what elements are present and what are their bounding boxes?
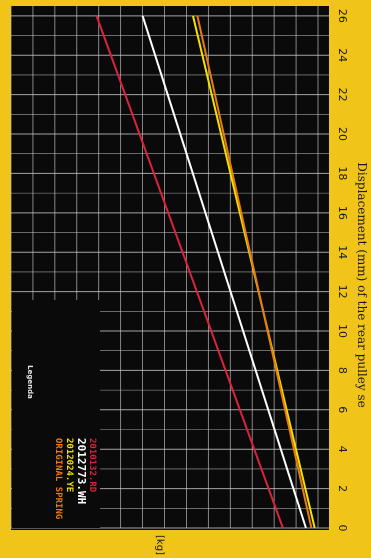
series-lines xyxy=(95,15,316,529)
legend-entry-2012773-wh: 2012773.WH xyxy=(75,438,88,504)
series-line-2010132-rd xyxy=(95,15,284,529)
legend-entry-2012024-ye: 2012024.YE xyxy=(64,438,74,492)
x-axis-label: Displacement (mm) of the rear pulley se xyxy=(355,162,369,407)
legend: Legenda 2010132.RD 2012773.WH 2012024.YE… xyxy=(12,300,100,528)
x-tick-label: 14 xyxy=(336,245,349,259)
x-tick-label: 22 xyxy=(336,88,349,102)
y-axis-label: [kg] xyxy=(154,535,165,555)
series-line-2012773-wh xyxy=(141,15,307,529)
x-tick-label: 24 xyxy=(336,48,349,62)
x-tick-label: 16 xyxy=(336,206,349,220)
x-tick-label: 6 xyxy=(336,406,349,413)
x-tick-label: 12 xyxy=(336,285,349,299)
legend-title: Legenda xyxy=(26,365,34,399)
y-axis-label-box xyxy=(124,536,194,553)
x-tick-label: 26 xyxy=(336,9,349,23)
x-tick-label: 20 xyxy=(336,127,349,141)
x-tick-label: 4 xyxy=(336,446,349,453)
x-tick-label: 18 xyxy=(336,166,349,180)
x-tick-label: 0 xyxy=(336,525,349,532)
legend-box xyxy=(12,300,100,528)
legend-entry-original-spring: ORIGINAL SPRING xyxy=(53,438,63,519)
x-tick-label: 8 xyxy=(336,367,349,374)
x-tick-label: 10 xyxy=(336,324,349,338)
legend-entry-2010132-rd: 2010132.RD xyxy=(87,438,97,493)
x-tick-label: 2 xyxy=(336,485,349,492)
series-line-original-spring xyxy=(196,15,313,529)
